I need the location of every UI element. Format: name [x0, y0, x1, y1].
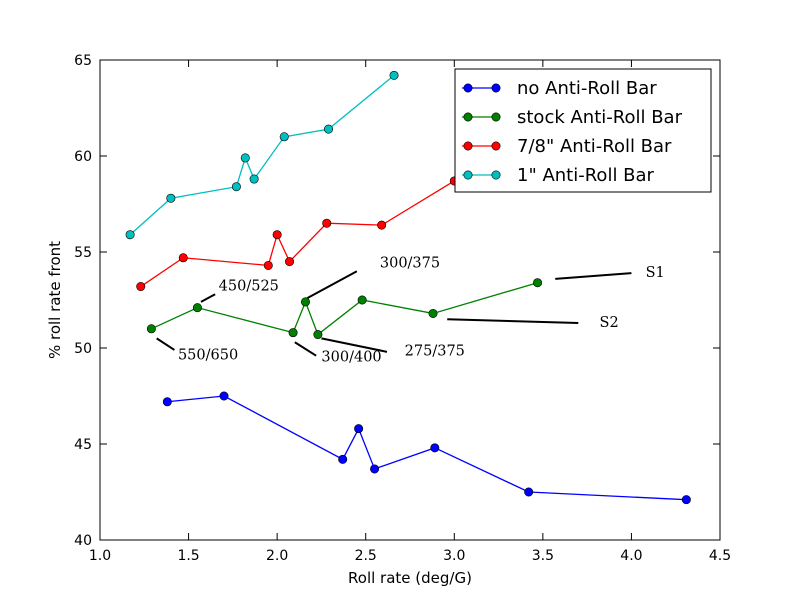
legend-label: stock Anti-Roll Bar — [517, 107, 683, 128]
y-tick-label: 60 — [74, 149, 92, 165]
series-1 — [146, 278, 543, 340]
annotation-label: 275/375 — [405, 344, 465, 360]
data-point — [146, 324, 156, 334]
data-point — [313, 330, 323, 340]
axes-frame — [99, 59, 721, 541]
series-line — [151, 282, 538, 336]
data-point — [272, 230, 282, 240]
legend-entry: 1" Anti-Roll Bar — [462, 165, 655, 186]
legend-marker — [491, 170, 501, 180]
annotation-line — [306, 270, 358, 299]
legend-marker — [463, 83, 473, 93]
legend-label: no Anti-Roll Bar — [517, 78, 657, 99]
y-tick-label: 50 — [74, 341, 92, 357]
annotation-line — [447, 318, 579, 325]
legend-marker — [463, 141, 473, 151]
annotation-line — [321, 337, 388, 353]
x-tick-label: 2.0 — [266, 548, 288, 564]
legend-marker — [491, 83, 501, 93]
data-point — [430, 443, 440, 453]
annotation-line — [555, 272, 632, 280]
data-point — [279, 132, 289, 142]
annotation-label: 300/400 — [321, 349, 381, 365]
data-point — [324, 124, 334, 134]
y-axis-title: % roll rate front — [46, 241, 64, 359]
x-tick-label: 4.5 — [709, 548, 731, 564]
series-2 — [136, 176, 459, 292]
legend-marker — [491, 141, 501, 151]
legend-entry: no Anti-Roll Bar — [462, 78, 657, 99]
data-point — [357, 295, 367, 305]
x-tick-label: 4.0 — [620, 548, 642, 564]
legend-entry: 7/8" Anti-Roll Bar — [462, 136, 672, 157]
legend: no Anti-Roll Bar stock Anti-Roll Bar 7/8" … — [454, 68, 712, 193]
data-point — [162, 397, 172, 407]
data-point — [136, 282, 146, 292]
legend-marker — [463, 112, 473, 122]
data-point — [240, 153, 250, 163]
data-point — [300, 297, 310, 307]
annotation-label: S1 — [646, 265, 665, 281]
y-tick-label: 40 — [74, 533, 92, 549]
series-line — [129, 74, 395, 236]
data-point — [178, 253, 188, 263]
y-tick-label: 55 — [74, 245, 92, 261]
data-point — [263, 260, 273, 270]
y-tick-label: 45 — [74, 437, 92, 453]
annotation-line — [156, 337, 175, 351]
annotation-line — [294, 341, 317, 357]
annotation-label: 450/525 — [219, 278, 279, 294]
data-point — [166, 193, 176, 203]
legend-label: 7/8" Anti-Roll Bar — [517, 136, 672, 157]
data-point — [285, 257, 295, 267]
data-point — [533, 278, 543, 288]
plot-frame — [99, 59, 721, 541]
data-point — [377, 220, 387, 230]
data-point — [231, 182, 241, 192]
x-tick-label: 1.0 — [89, 548, 111, 564]
data-point — [288, 328, 298, 338]
data-point — [192, 303, 202, 313]
data-point — [428, 308, 438, 318]
x-tick-label: 2.5 — [355, 548, 377, 564]
series-3 — [125, 70, 399, 240]
annotation-line — [200, 293, 216, 303]
data-point — [524, 487, 534, 497]
data-point — [370, 464, 380, 474]
data-point — [681, 495, 691, 505]
legend-label: 1" Anti-Roll Bar — [517, 165, 655, 186]
legend-entry: stock Anti-Roll Bar — [462, 107, 683, 128]
data-point — [219, 391, 229, 401]
data-point — [125, 230, 135, 240]
data-point — [322, 218, 332, 228]
x-axis-title: Roll rate (deg/G) — [348, 569, 472, 587]
legend-marker — [491, 112, 501, 122]
y-tick-label: 65 — [74, 53, 92, 69]
series-0 — [162, 391, 691, 505]
data-point — [389, 70, 399, 80]
x-tick-label: 3.5 — [532, 548, 554, 564]
annotation-label: 300/375 — [380, 255, 440, 271]
series-line — [140, 180, 455, 288]
annotations: 300/375 450/525 550/650 300/400 275/375 S1 S2 — [156, 255, 665, 365]
annotation-label: 550/650 — [178, 348, 238, 364]
x-tick-label: 1.5 — [177, 548, 199, 564]
axis-ticks: 1.0 1.5 2.0 2.5 3.0 3.5 4.0 4.5 40 45 50 55 60 65 — [74, 53, 731, 564]
legend-marker — [463, 170, 473, 180]
annotation-label: S2 — [600, 315, 619, 331]
series-line — [167, 395, 687, 501]
series-layer — [125, 70, 691, 505]
data-point — [354, 424, 364, 434]
data-point — [338, 454, 348, 464]
x-tick-label: 3.0 — [443, 548, 465, 564]
data-point — [249, 174, 259, 184]
